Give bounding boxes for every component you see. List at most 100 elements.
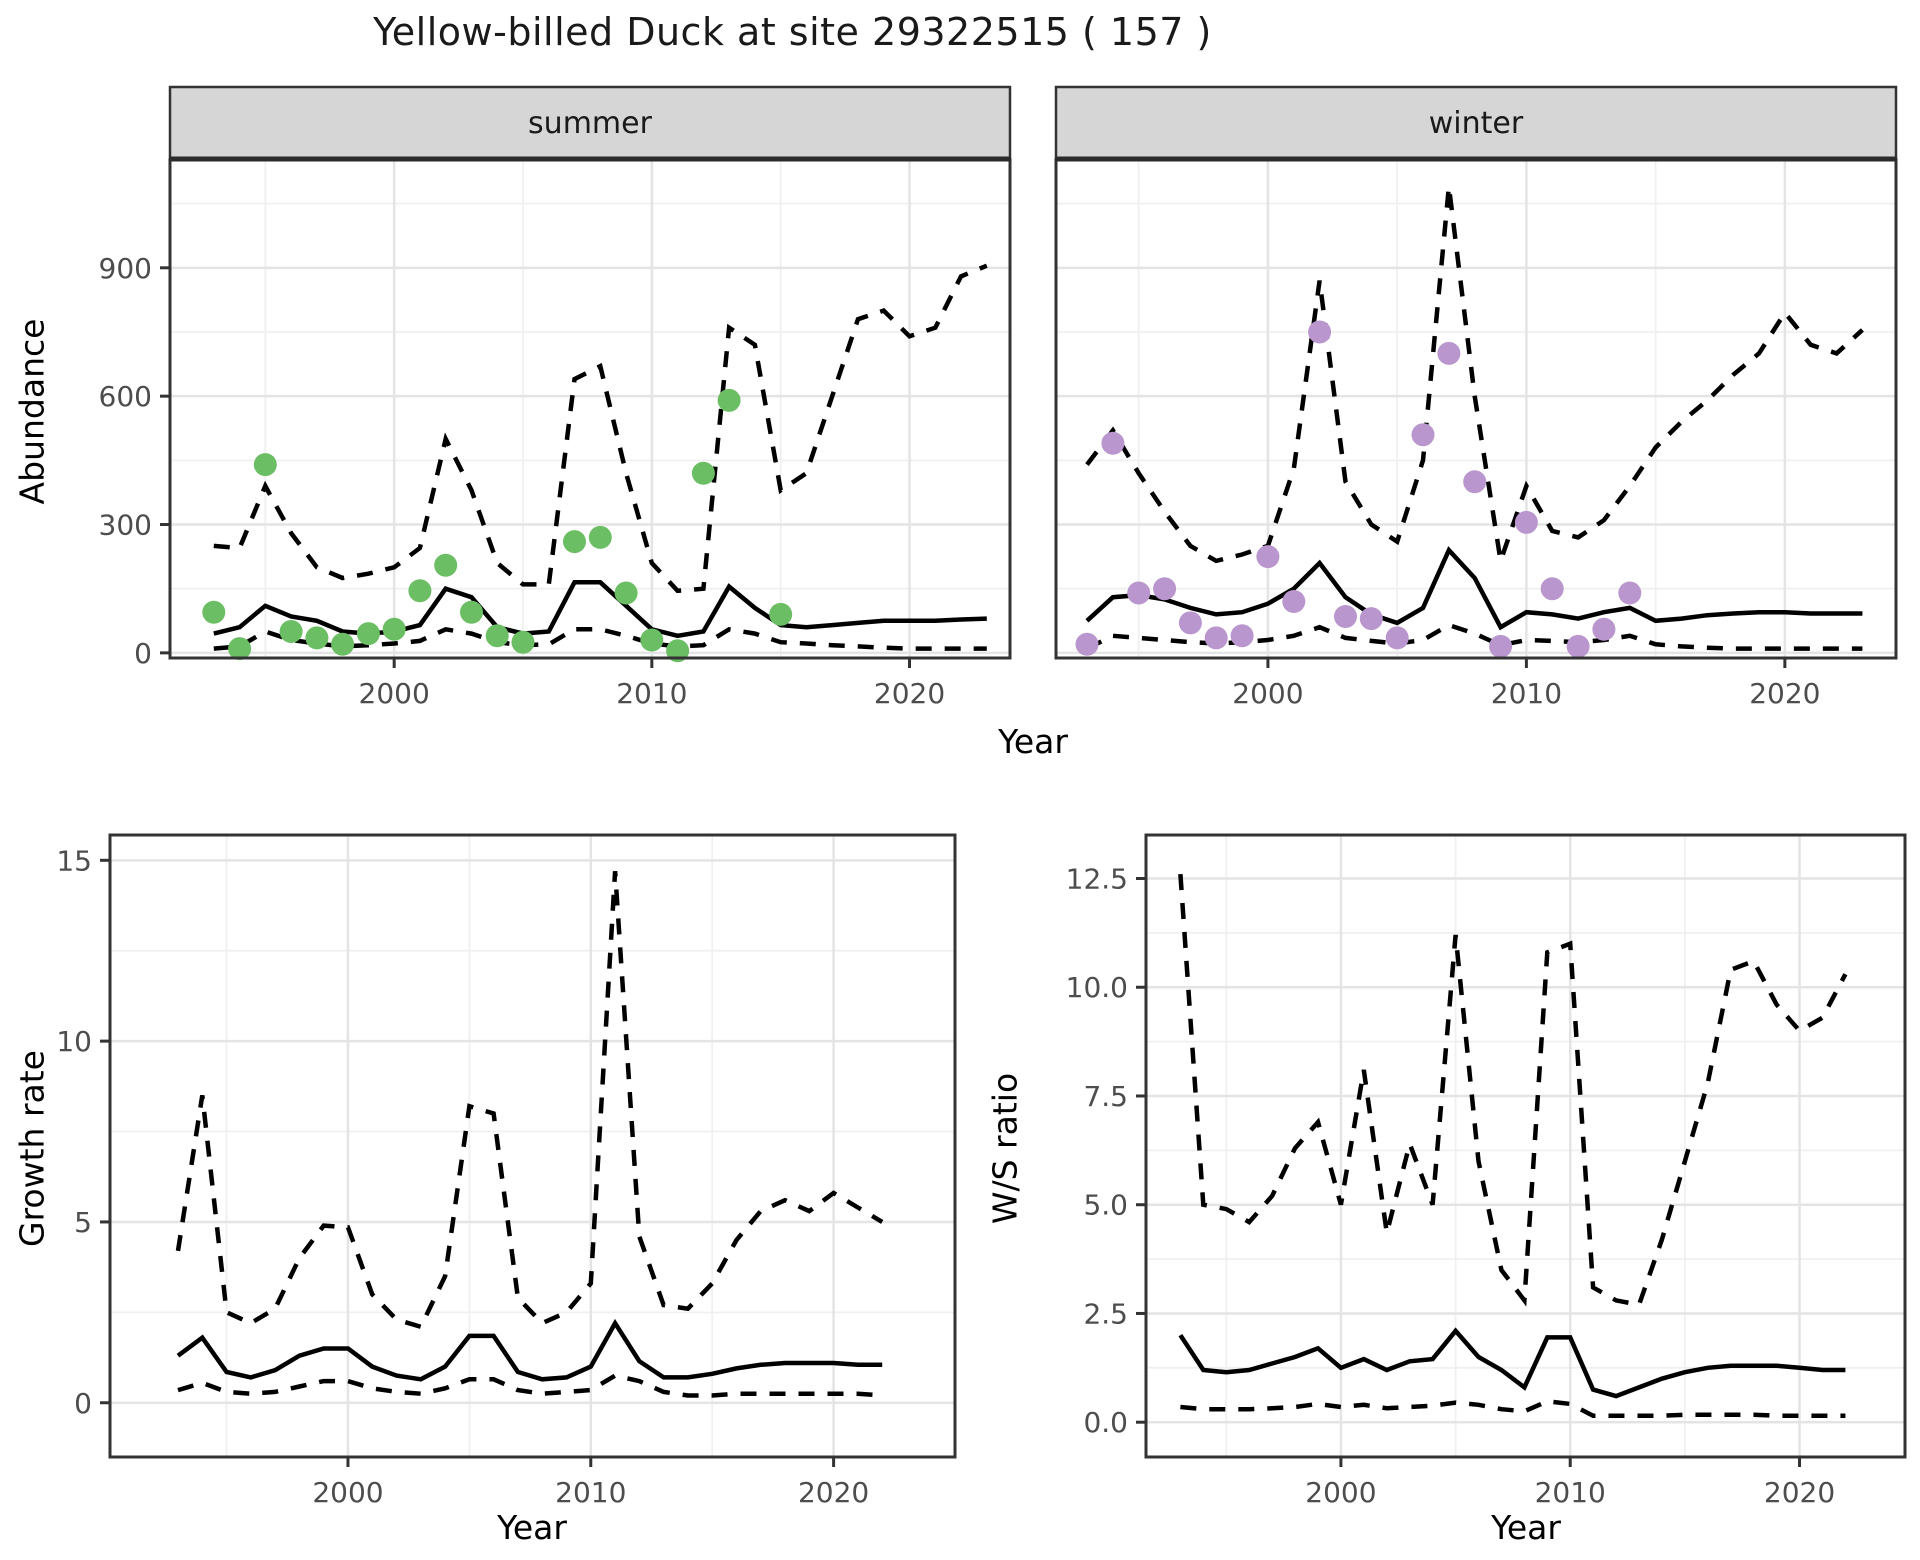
point-observed-summer <box>305 626 329 650</box>
point-observed-summer <box>202 600 226 624</box>
point-observed-winter <box>1514 510 1538 534</box>
y-tick-label: 2.5 <box>1083 1297 1128 1330</box>
point-observed-winter <box>1489 634 1513 658</box>
panel-ws-ratio: 2000 2010 2020 0.0 2.5 5.0 7.5 10.0 12.5 <box>1066 833 1907 1509</box>
point-observed-winter <box>1308 320 1332 344</box>
series-lower-ci <box>1180 1398 1846 1418</box>
point-observed-winter <box>1178 611 1202 635</box>
x-tick-label: 2010 <box>616 677 687 710</box>
point-observed-summer <box>408 579 432 603</box>
point-observed-winter <box>1282 590 1306 613</box>
y-tick-label: 5.0 <box>1083 1189 1128 1222</box>
y-tick-label: 600 <box>99 380 152 413</box>
y-tick-label: 7.5 <box>1083 1080 1128 1113</box>
y-axis-title-ws-ratio: W/S ratio <box>985 1072 1025 1225</box>
point-observed-winter <box>1334 605 1357 628</box>
point-observed-summer <box>717 388 741 412</box>
x-axis-title-ws-ratio: Year <box>1491 1508 1561 1547</box>
point-observed-summer <box>228 637 252 661</box>
x-tick-label: 2020 <box>798 1476 869 1509</box>
point-observed-summer <box>563 530 586 554</box>
series-mean <box>1085 546 1863 631</box>
point-observed-winter <box>1101 431 1125 455</box>
x-tick-label: 2020 <box>1764 1476 1835 1509</box>
series-mean <box>213 580 987 639</box>
point-observed-summer <box>356 622 380 646</box>
point-observed-winter <box>1385 626 1409 650</box>
point-observed-summer <box>382 617 406 641</box>
y-axis-title-abundance: Abundance <box>12 318 52 505</box>
point-observed-summer <box>485 624 509 648</box>
x-tick-label: 2000 <box>1232 677 1303 710</box>
point-observed-summer <box>253 453 277 477</box>
y-tick-label: 10 <box>56 1025 92 1058</box>
y-tick-label: 0 <box>134 637 152 670</box>
x-tick-label: 2010 <box>1535 1476 1606 1509</box>
x-tick-label: 2020 <box>1749 677 1820 710</box>
point-observed-summer <box>614 581 638 605</box>
point-observed-summer <box>460 600 483 624</box>
point-observed-winter <box>1153 577 1177 601</box>
point-observed-winter <box>1127 581 1151 605</box>
series-upper-ci <box>1085 186 1864 564</box>
chart-title: Yellow-billed Duck at site 29322515 ( 15… <box>373 10 1212 54</box>
x-tick-label: 2010 <box>1491 677 1562 710</box>
panel-growth-rate: 2000 2010 2020 0 5 10 15 <box>56 833 957 1509</box>
facet-strip-winter: winter <box>1428 106 1524 141</box>
facet-strip-summer: summer <box>528 106 652 141</box>
point-observed-summer <box>691 461 715 485</box>
point-observed-summer <box>640 628 664 652</box>
point-observed-winter <box>1618 581 1642 605</box>
point-observed-summer <box>511 630 535 654</box>
point-observed-winter <box>1540 577 1564 601</box>
point-observed-summer <box>769 602 793 626</box>
panel-background <box>1146 835 1905 1457</box>
point-observed-winter <box>1592 617 1616 641</box>
point-observed-winter <box>1437 341 1461 365</box>
point-observed-winter <box>1075 632 1099 656</box>
series-mean <box>1178 1327 1846 1399</box>
x-tick-label: 2000 <box>312 1476 383 1509</box>
point-observed-winter <box>1359 607 1383 631</box>
point-observed-winter <box>1463 470 1487 494</box>
y-tick-label: 12.5 <box>1066 862 1128 895</box>
panel-background <box>110 835 955 1457</box>
series-upper-ci <box>175 871 884 1330</box>
y-tick-label: 5 <box>74 1206 92 1239</box>
panel-abundance-summer: 2000 2010 2020 0 300 600 900 <box>99 85 1012 710</box>
point-observed-summer <box>434 553 458 577</box>
y-tick-label: 10.0 <box>1066 971 1128 1004</box>
series-lower-ci <box>177 1373 883 1398</box>
point-observed-summer <box>666 639 690 663</box>
panel-border <box>108 833 957 1459</box>
series-lower-ci <box>213 626 987 651</box>
y-tick-label: 15 <box>56 844 92 877</box>
y-axis-title-growth-rate: Growth rate <box>12 1050 52 1247</box>
point-observed-winter <box>1256 545 1280 569</box>
y-tick-label: 0 <box>74 1387 92 1420</box>
point-observed-winter <box>1204 626 1228 650</box>
point-observed-summer <box>279 620 303 643</box>
y-tick-label: 300 <box>99 509 152 542</box>
x-axis-title-top: Year <box>998 722 1068 761</box>
series-mean <box>176 1318 883 1382</box>
series-upper-ci <box>213 263 988 594</box>
panel-abundance-winter: 2000 2010 2020 <box>1054 85 1898 710</box>
point-observed-summer <box>588 525 612 549</box>
point-observed-winter <box>1230 624 1254 648</box>
x-tick-label: 2000 <box>1305 1476 1376 1509</box>
series-upper-ci <box>1178 873 1848 1308</box>
y-tick-label: 0.0 <box>1083 1406 1128 1439</box>
point-observed-winter <box>1411 423 1435 447</box>
facet-strip <box>1054 85 1898 162</box>
x-tick-label: 2010 <box>555 1476 626 1509</box>
point-observed-winter <box>1566 634 1590 658</box>
x-tick-label: 2000 <box>359 677 430 710</box>
y-tick-label: 900 <box>99 252 152 285</box>
panel-border <box>1144 833 1907 1459</box>
panel-background <box>170 160 1010 658</box>
facet-strip <box>168 85 1012 162</box>
x-tick-label: 2020 <box>874 677 945 710</box>
point-observed-summer <box>331 632 355 656</box>
